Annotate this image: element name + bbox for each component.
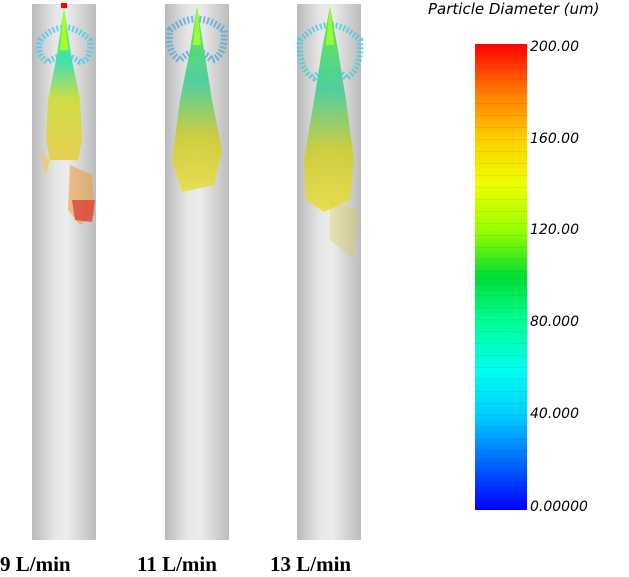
legend-tick-40: 40.000 [530,406,579,422]
case-label-13: 13 L/min [270,552,352,576]
legend-title: Particle Diameter (um) [428,0,600,18]
legend-tick-200: 200.00 [530,39,579,55]
case-label-9: 9 L/min [0,552,71,576]
legend-tick-120: 120.00 [530,222,579,238]
spray-plume-1 [36,3,95,225]
legend-tick-160: 160.00 [530,131,579,147]
legend-tick-0: 0.00000 [530,499,588,515]
spray-plume-3 [296,6,364,260]
spray-plume-2 [165,6,228,192]
case-label-11: 11 L/min [137,552,217,576]
legend-tick-80: 80.000 [530,314,579,330]
